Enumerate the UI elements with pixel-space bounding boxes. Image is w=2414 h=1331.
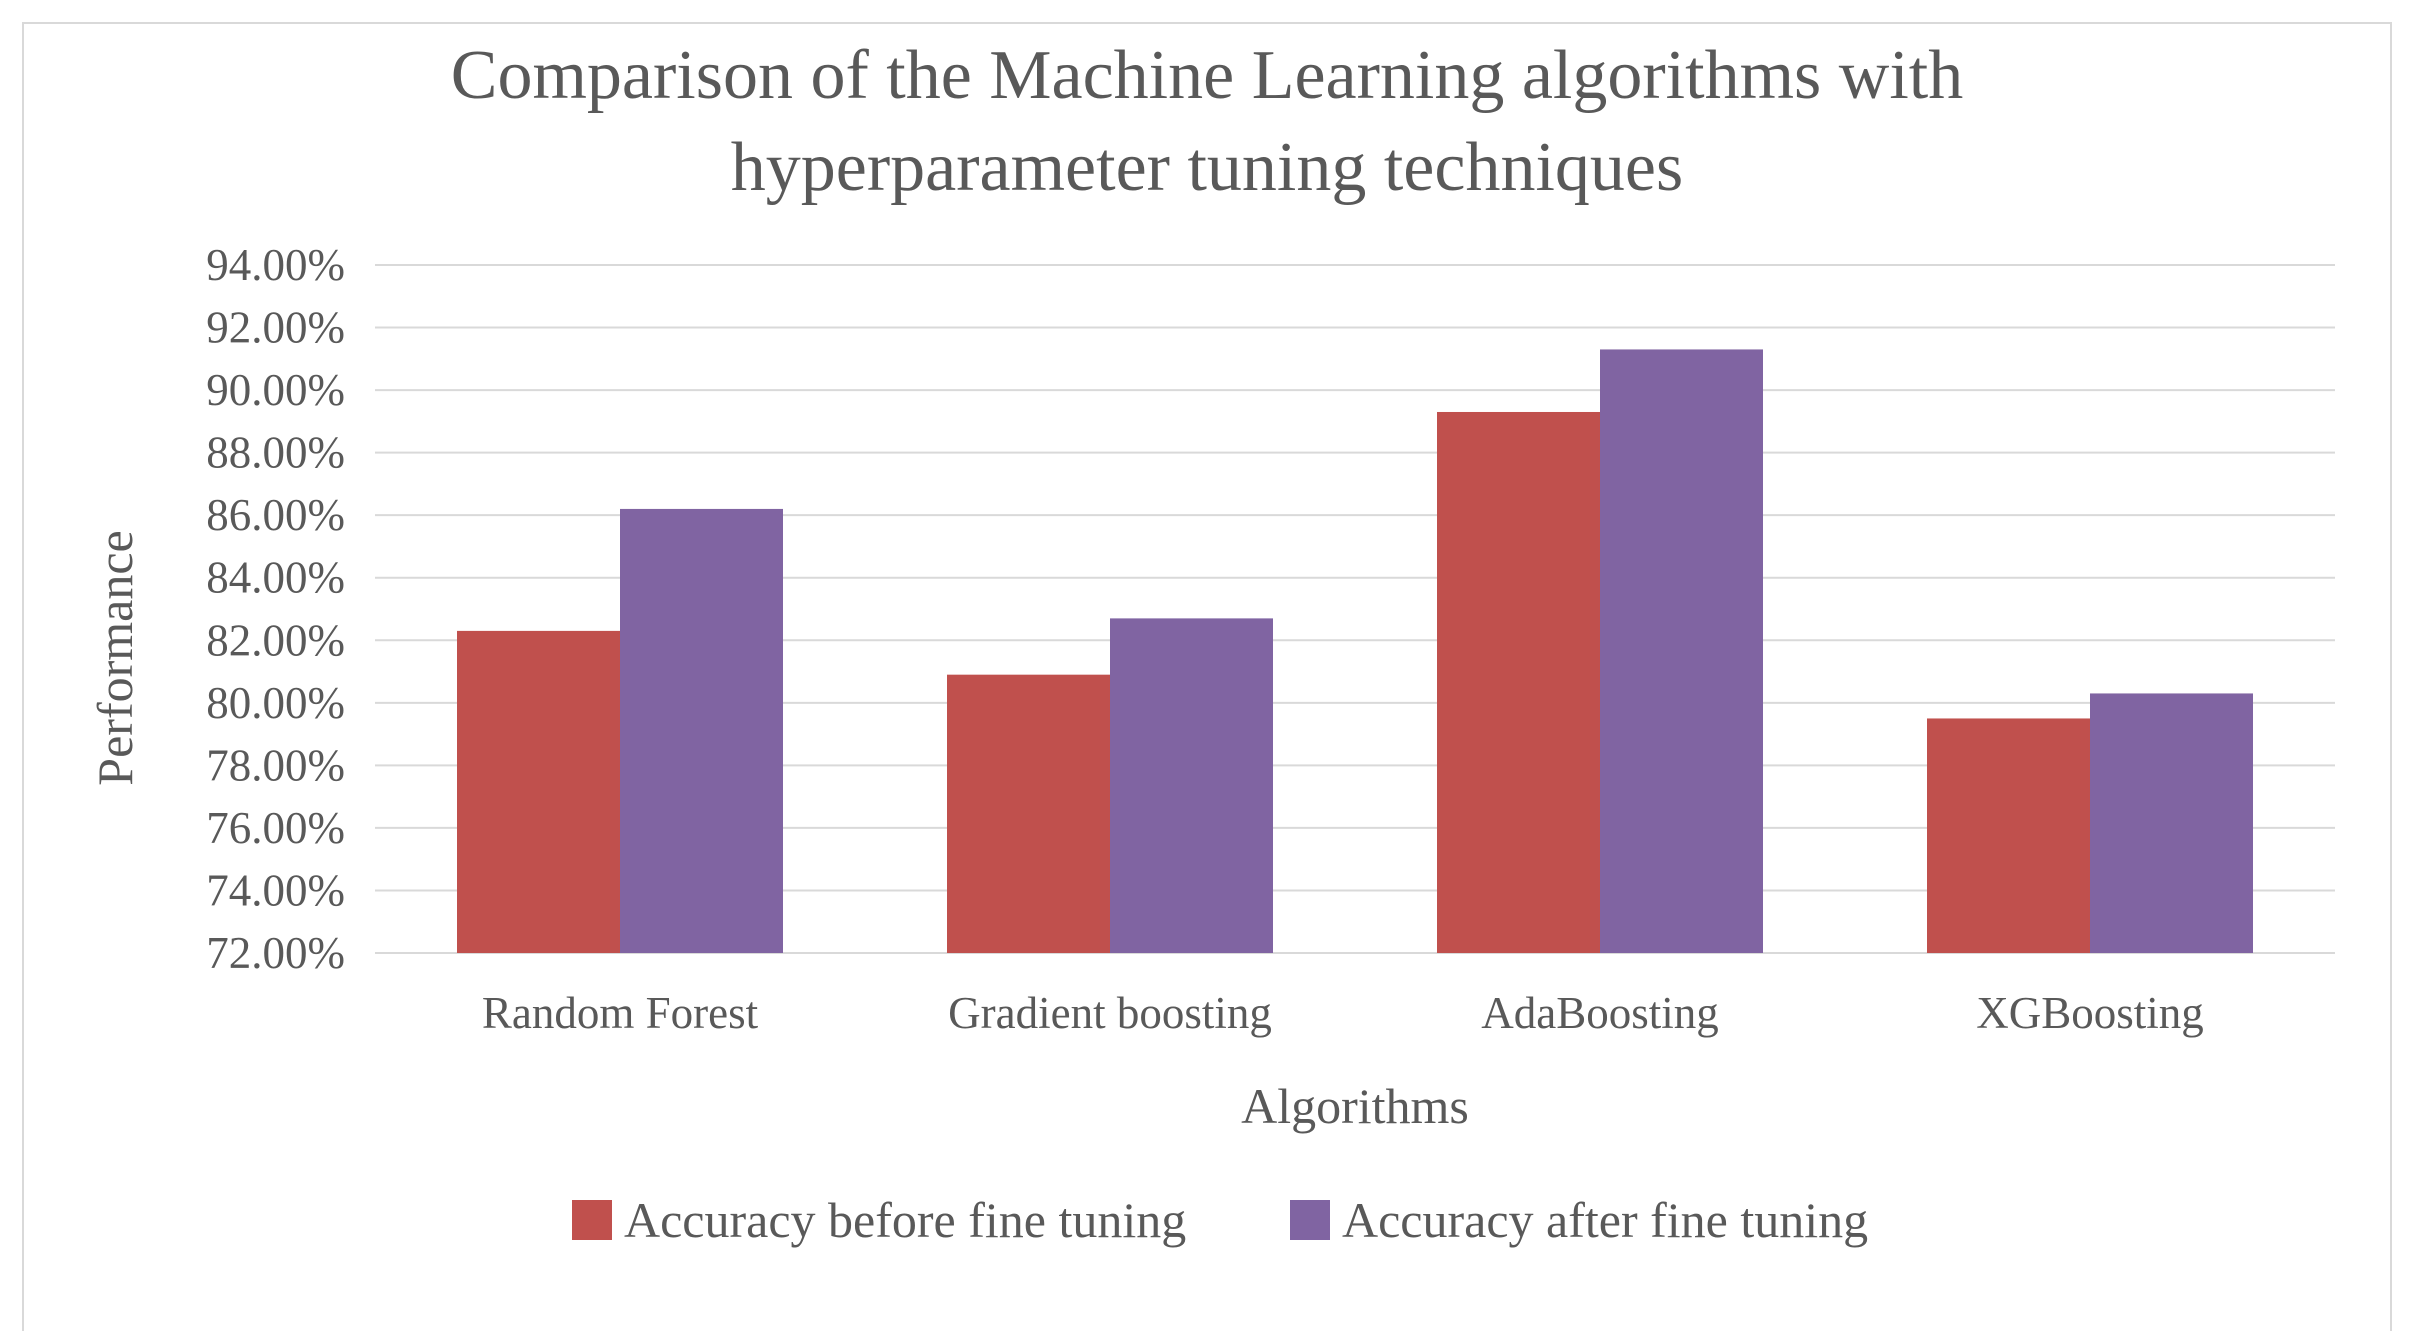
chart-frame xyxy=(22,22,2392,1331)
y-tick-label: 84.00% xyxy=(206,553,345,603)
bar-after-3 xyxy=(2090,693,2253,953)
legend-swatch xyxy=(572,1200,612,1240)
bar-after-2 xyxy=(1600,349,1763,953)
y-axis-title: Performance xyxy=(87,530,143,785)
x-axis-tick-labels: Random Forest Gradient boosting AdaBoostin… xyxy=(482,988,2204,1038)
legend-label: Accuracy after fine tuning xyxy=(1342,1192,1868,1248)
x-tick-label: Gradient boosting xyxy=(948,988,1272,1038)
chart-title-line-1: Comparison of the Machine Learning algor… xyxy=(451,37,1963,114)
legend: Accuracy before fine tuning Accuracy afte… xyxy=(572,1192,1868,1248)
x-tick-label: AdaBoosting xyxy=(1481,988,1719,1038)
bar-after-1 xyxy=(1110,618,1273,953)
bar-before-3 xyxy=(1927,718,2090,953)
y-tick-label: 86.00% xyxy=(206,490,345,540)
y-tick-label: 76.00% xyxy=(206,803,345,853)
legend-label: Accuracy before fine tuning xyxy=(624,1192,1186,1248)
legend-swatch xyxy=(1290,1200,1330,1240)
y-tick-label: 90.00% xyxy=(206,365,345,415)
x-tick-label: Random Forest xyxy=(482,988,759,1038)
x-axis-title: Algorithms xyxy=(1241,1078,1469,1134)
bars xyxy=(457,349,2253,953)
y-axis-tick-labels: 72.00% 74.00% 76.00% 78.00% 80.00% 82.00% 84.0… xyxy=(206,240,345,978)
bar-before-0 xyxy=(457,630,620,953)
y-tick-label: 74.00% xyxy=(206,865,345,915)
chart-title-line-2: hyperparameter tuning techniques xyxy=(731,129,1683,206)
y-tick-label: 88.00% xyxy=(206,428,345,478)
y-tick-label: 72.00% xyxy=(206,928,345,978)
y-tick-label: 80.00% xyxy=(206,678,345,728)
bar-after-0 xyxy=(620,508,783,953)
y-tick-label: 94.00% xyxy=(206,240,345,290)
y-tick-label: 82.00% xyxy=(206,615,345,665)
bar-before-1 xyxy=(947,674,1110,953)
bar-before-2 xyxy=(1437,411,1600,953)
x-tick-label: XGBoosting xyxy=(1976,988,2204,1038)
y-tick-label: 92.00% xyxy=(206,303,345,353)
y-tick-label: 78.00% xyxy=(206,740,345,790)
